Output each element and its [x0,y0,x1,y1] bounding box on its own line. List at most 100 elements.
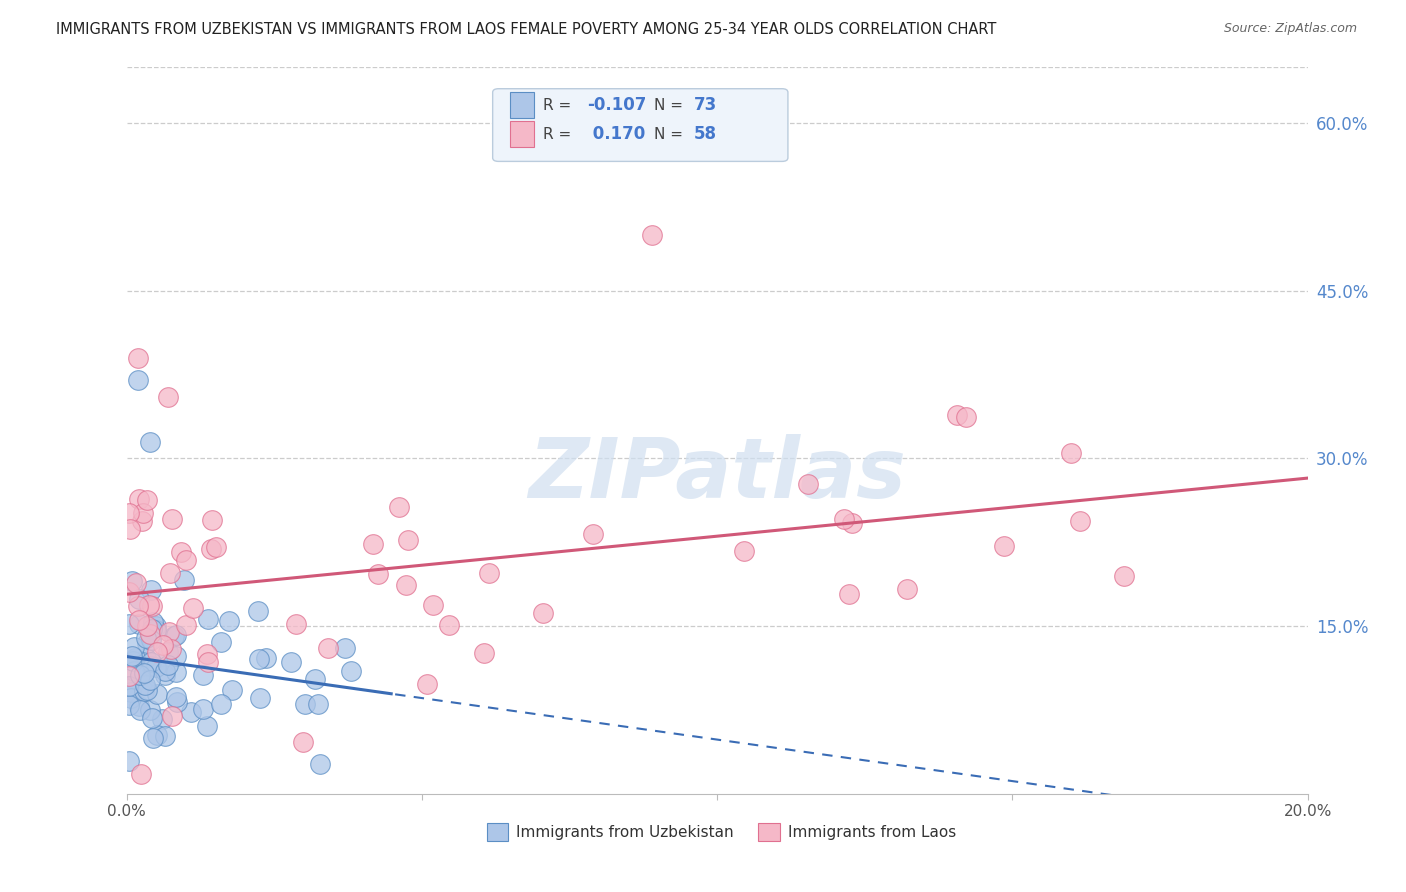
Point [209,697,232,711]
Point [200,541,222,556]
Point [388,500,411,514]
Point [138,598,160,612]
Point [120,522,142,536]
Text: N =: N = [654,127,689,142]
Point [1112,568,1135,582]
Point [132,666,155,681]
Point [152,712,174,726]
Point [122,664,145,678]
Point [128,616,150,631]
Point [141,622,163,636]
Point [128,698,150,713]
Text: Immigrants from Laos: Immigrants from Laos [787,824,956,839]
Point [135,493,157,508]
Point [145,728,167,742]
Point [165,628,187,642]
Point [249,691,271,706]
Point [159,566,181,580]
Point [128,613,150,627]
Point [733,544,755,558]
Point [160,641,183,656]
Point [135,651,157,665]
Point [181,601,204,615]
Point [318,640,340,655]
Point [145,660,167,674]
Point [174,618,197,632]
Point [118,616,141,631]
Point [896,582,918,596]
Point [136,636,159,650]
Point [141,711,163,725]
Bar [486,823,508,841]
Point [122,640,145,654]
Point [134,677,156,691]
Point [156,658,179,673]
Point [993,539,1015,553]
Point [395,578,418,592]
Text: IMMIGRANTS FROM UZBEKISTAN VS IMMIGRANTS FROM LAOS FEMALE POVERTY AMONG 25-34 YE: IMMIGRANTS FROM UZBEKISTAN VS IMMIGRANTS… [56,22,997,37]
Point [136,683,159,698]
Point [197,655,219,669]
Point [797,477,820,491]
Point [254,650,277,665]
Point [416,677,439,691]
Point [180,705,202,719]
Point [118,679,141,693]
Point [131,514,153,528]
Point [128,491,150,506]
Point [218,614,240,628]
Point [367,566,389,581]
Point [160,709,183,723]
Point [145,623,167,637]
Text: R =: R = [544,97,576,112]
Point [165,665,187,680]
Point [838,587,860,601]
Point [127,373,149,387]
Text: Immigrants from Uzbekistan: Immigrants from Uzbekistan [516,824,734,839]
Point [582,526,605,541]
Point [152,638,174,652]
Point [157,625,180,640]
Bar [758,823,780,841]
Point [280,656,302,670]
Point [128,592,150,607]
Point [165,648,187,663]
Point [292,735,315,749]
Point [1069,514,1091,528]
Point [195,648,218,662]
Point [955,410,977,425]
Point [176,553,198,567]
Point [121,680,143,694]
Point [294,698,316,712]
Point [247,652,270,666]
Point [361,537,384,551]
FancyBboxPatch shape [492,88,787,161]
Point [124,651,146,665]
Point [195,719,218,733]
Point [832,512,855,526]
Point [134,684,156,698]
Y-axis label: Female Poverty Among 25-34 Year Olds: Female Poverty Among 25-34 Year Olds [0,279,7,582]
Point [153,668,176,682]
Point [478,566,501,581]
Point [531,607,554,621]
Point [141,655,163,669]
Point [200,512,222,526]
Point [156,390,179,404]
Point [139,658,162,673]
Point [307,697,329,711]
Text: 58: 58 [693,125,717,143]
Point [120,690,142,705]
Point [139,632,162,647]
Point [422,598,444,612]
Point [309,756,332,771]
Text: N =: N = [654,97,689,112]
Point [118,669,141,683]
Point [142,615,165,629]
Point [118,755,141,769]
Point [160,512,183,526]
Point [142,731,165,746]
Point [121,574,143,588]
Point [197,612,219,626]
Point [205,540,228,554]
